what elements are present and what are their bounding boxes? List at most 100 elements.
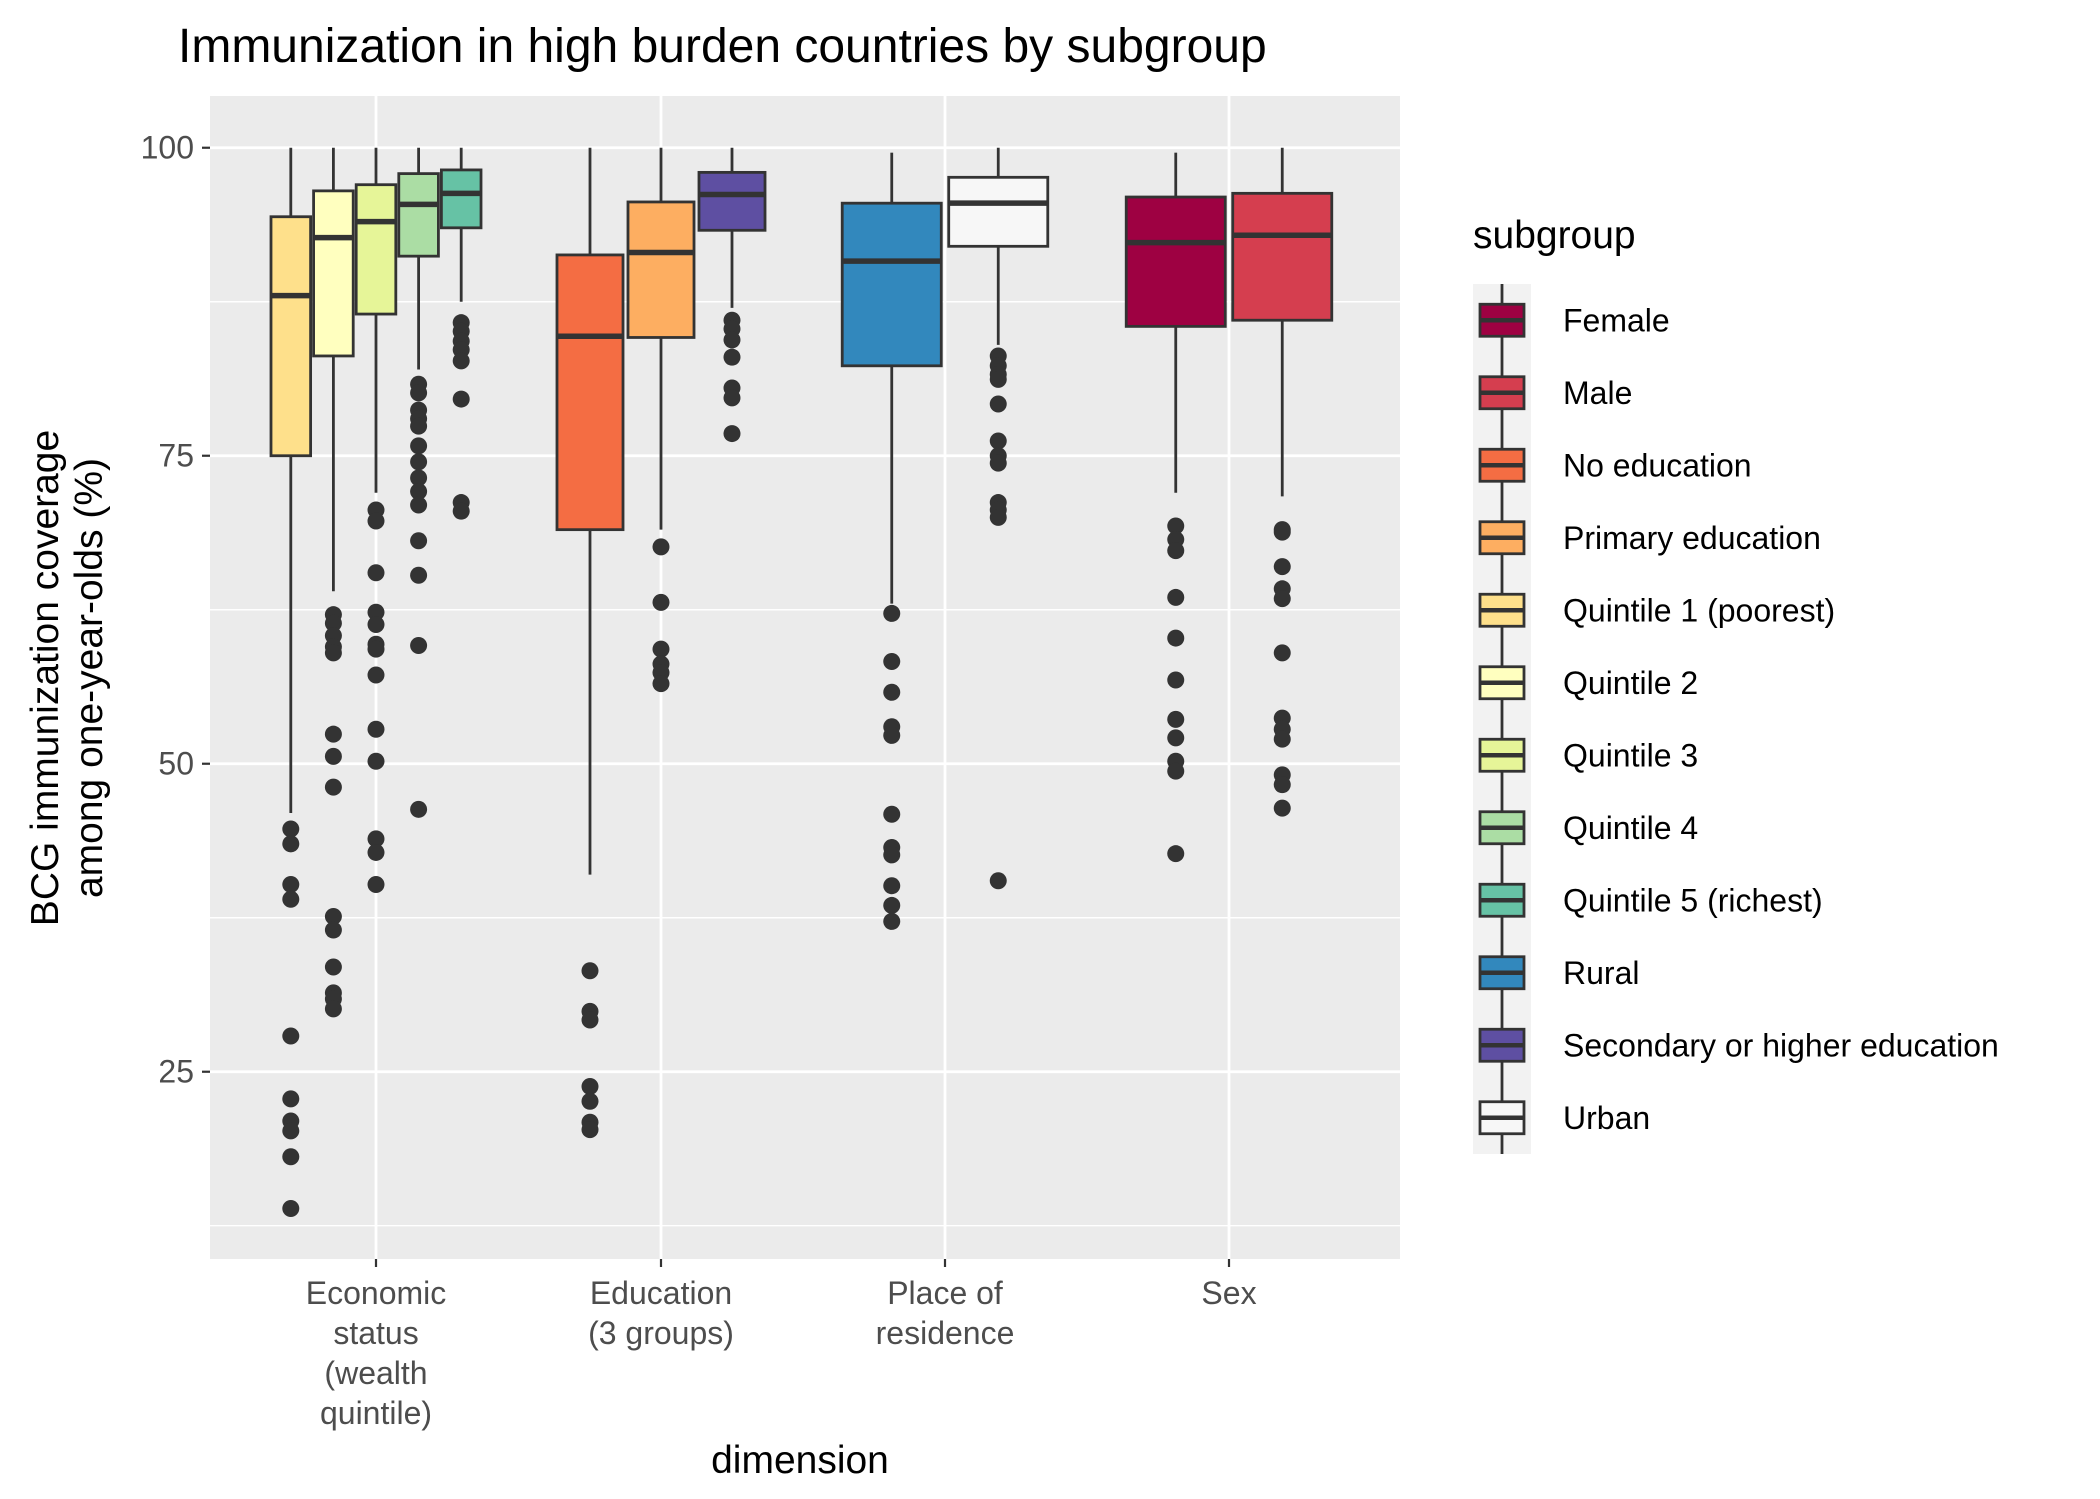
boxplot-rural <box>840 152 943 930</box>
outlier-female-7 <box>1167 710 1185 728</box>
outlier-female-4 <box>1167 588 1185 606</box>
outlier-quintile-1-poorest-5 <box>282 1027 300 1045</box>
box-secondary-or-higher-education <box>697 170 767 232</box>
outlier-quintile-3-4 <box>367 603 385 621</box>
outlier-no-education-4 <box>581 1078 599 1096</box>
outlier-female-11 <box>1167 845 1185 863</box>
outlier-male-12 <box>1273 799 1291 817</box>
legend-label-quintile-5-richest: Quintile 5 (richest) <box>1563 882 1823 918</box>
boxplot-no-education <box>555 147 625 1139</box>
box-urban <box>947 175 1050 248</box>
outlier-urban-5 <box>989 395 1007 413</box>
outlier-quintile-2-2 <box>324 614 342 632</box>
legend-item-quintile-2: Quintile 2 <box>1478 646 1698 719</box>
box-no-education <box>555 253 625 532</box>
outlier-secondary-or-higher-education-6 <box>723 389 741 407</box>
outlier-rural-2 <box>883 652 901 670</box>
legend-item-male: Male <box>1478 356 1632 429</box>
legend-item-female: Female <box>1478 284 1670 357</box>
outlier-quintile-4-14 <box>410 800 428 818</box>
outlier-quintile-1-poorest-1 <box>282 820 300 838</box>
outlier-quintile-3-3 <box>367 564 385 582</box>
y-tick-label-25: 25 <box>158 1054 194 1090</box>
outlier-quintile-2-11 <box>324 958 342 976</box>
outlier-quintile-4-13 <box>410 636 428 654</box>
outlier-quintile-3-7 <box>367 640 385 658</box>
outlier-rural-3 <box>883 683 901 701</box>
outlier-quintile-2-14 <box>324 1000 342 1018</box>
outlier-secondary-or-higher-education-3 <box>723 331 741 349</box>
outlier-quintile-1-poorest-8 <box>282 1122 300 1140</box>
legend-label-rural: Rural <box>1563 955 1639 991</box>
outlier-rural-5 <box>883 726 901 744</box>
outlier-quintile-3-10 <box>367 752 385 770</box>
outlier-primary-education-2 <box>652 593 670 611</box>
outlier-quintile-3-2 <box>367 512 385 530</box>
outlier-quintile-1-poorest-3 <box>282 875 300 893</box>
legend-item-quintile-4: Quintile 4 <box>1478 791 1698 864</box>
boxplot-quintile-5-richest <box>439 147 483 520</box>
x-axis-title: dimension <box>711 1439 889 1482</box>
legend-label-quintile-3: Quintile 3 <box>1563 737 1698 773</box>
box-quintile-3 <box>354 183 398 316</box>
outlier-quintile-4-8 <box>410 469 428 487</box>
outlier-male-9 <box>1273 730 1291 748</box>
y-axis-title-line-2: among one-year-olds (%) <box>68 458 111 898</box>
legend-item-quintile-1-poorest: Quintile 1 (poorest) <box>1478 574 1835 647</box>
chart-title: Immunization in high burden countries by… <box>178 20 1267 73</box>
legend-item-no-education: No education <box>1478 429 1752 502</box>
boxplot-quintile-3 <box>354 147 398 893</box>
outlier-quintile-1-poorest-10 <box>282 1199 300 1217</box>
boxplot-male <box>1231 147 1334 817</box>
outlier-quintile-1-poorest-4 <box>282 890 300 908</box>
outlier-quintile-2-9 <box>324 908 342 926</box>
x-axis: Economic status (wealth quintile) Education (… <box>306 1259 1257 1431</box>
box-quintile-1-poorest <box>269 215 313 458</box>
legend-item-rural: Rural <box>1478 936 1639 1009</box>
outlier-quintile-4-11 <box>410 532 428 550</box>
legend-label-male: Male <box>1563 375 1632 411</box>
outlier-female-6 <box>1167 671 1185 689</box>
box-rural <box>840 201 943 368</box>
outlier-quintile-2-10 <box>324 921 342 939</box>
legend-label-primary-education: Primary education <box>1563 520 1821 556</box>
outlier-quintile-4-7 <box>410 453 428 471</box>
outlier-primary-education-6 <box>652 675 670 693</box>
outlier-quintile-4-5 <box>410 417 428 435</box>
outlier-secondary-or-higher-education-4 <box>723 348 741 366</box>
boxplot-quintile-4 <box>397 147 440 818</box>
outlier-quintile-3-12 <box>367 843 385 861</box>
outlier-no-education-3 <box>581 1011 599 1029</box>
legend: subgroup Female Male No education Primary e… <box>1473 214 1999 1154</box>
outlier-male-3 <box>1273 558 1291 576</box>
outlier-primary-education-1 <box>652 538 670 556</box>
outlier-urban-11 <box>989 508 1007 526</box>
outlier-female-8 <box>1167 729 1185 747</box>
outlier-quintile-4-6 <box>410 437 428 455</box>
outlier-quintile-2-5 <box>324 644 342 662</box>
outlier-quintile-3-8 <box>367 666 385 684</box>
outlier-quintile-5-richest-8 <box>452 502 470 520</box>
x-tick-label-econ-line-2: status <box>333 1315 418 1351</box>
outlier-secondary-or-higher-education-7 <box>723 425 741 443</box>
legend-title: subgroup <box>1473 214 1636 257</box>
legend-label-quintile-4: Quintile 4 <box>1563 810 1698 846</box>
boxplot-quintile-2 <box>312 147 355 1018</box>
legend-item-primary-education: Primary education <box>1478 501 1821 574</box>
box-primary-education <box>626 200 696 339</box>
y-axis: 25 50 75 100 <box>141 130 210 1090</box>
outlier-quintile-3-5 <box>367 616 385 634</box>
y-axis-title: BCG immunization coverage among one-year… <box>24 430 111 926</box>
legend-label-secondary-or-higher-education: Secondary or higher education <box>1563 1027 1999 1063</box>
outlier-female-1 <box>1167 517 1185 535</box>
outlier-urban-6 <box>989 432 1007 450</box>
box-quintile-4 <box>397 172 440 258</box>
outlier-quintile-5-richest-6 <box>452 390 470 408</box>
x-tick-label-econ-line-1: Economic <box>306 1275 447 1311</box>
outlier-quintile-2-8 <box>324 778 342 796</box>
legend-label-quintile-2: Quintile 2 <box>1563 665 1698 701</box>
outlier-quintile-5-richest-5 <box>452 352 470 370</box>
y-tick-label-100: 100 <box>141 130 194 166</box>
